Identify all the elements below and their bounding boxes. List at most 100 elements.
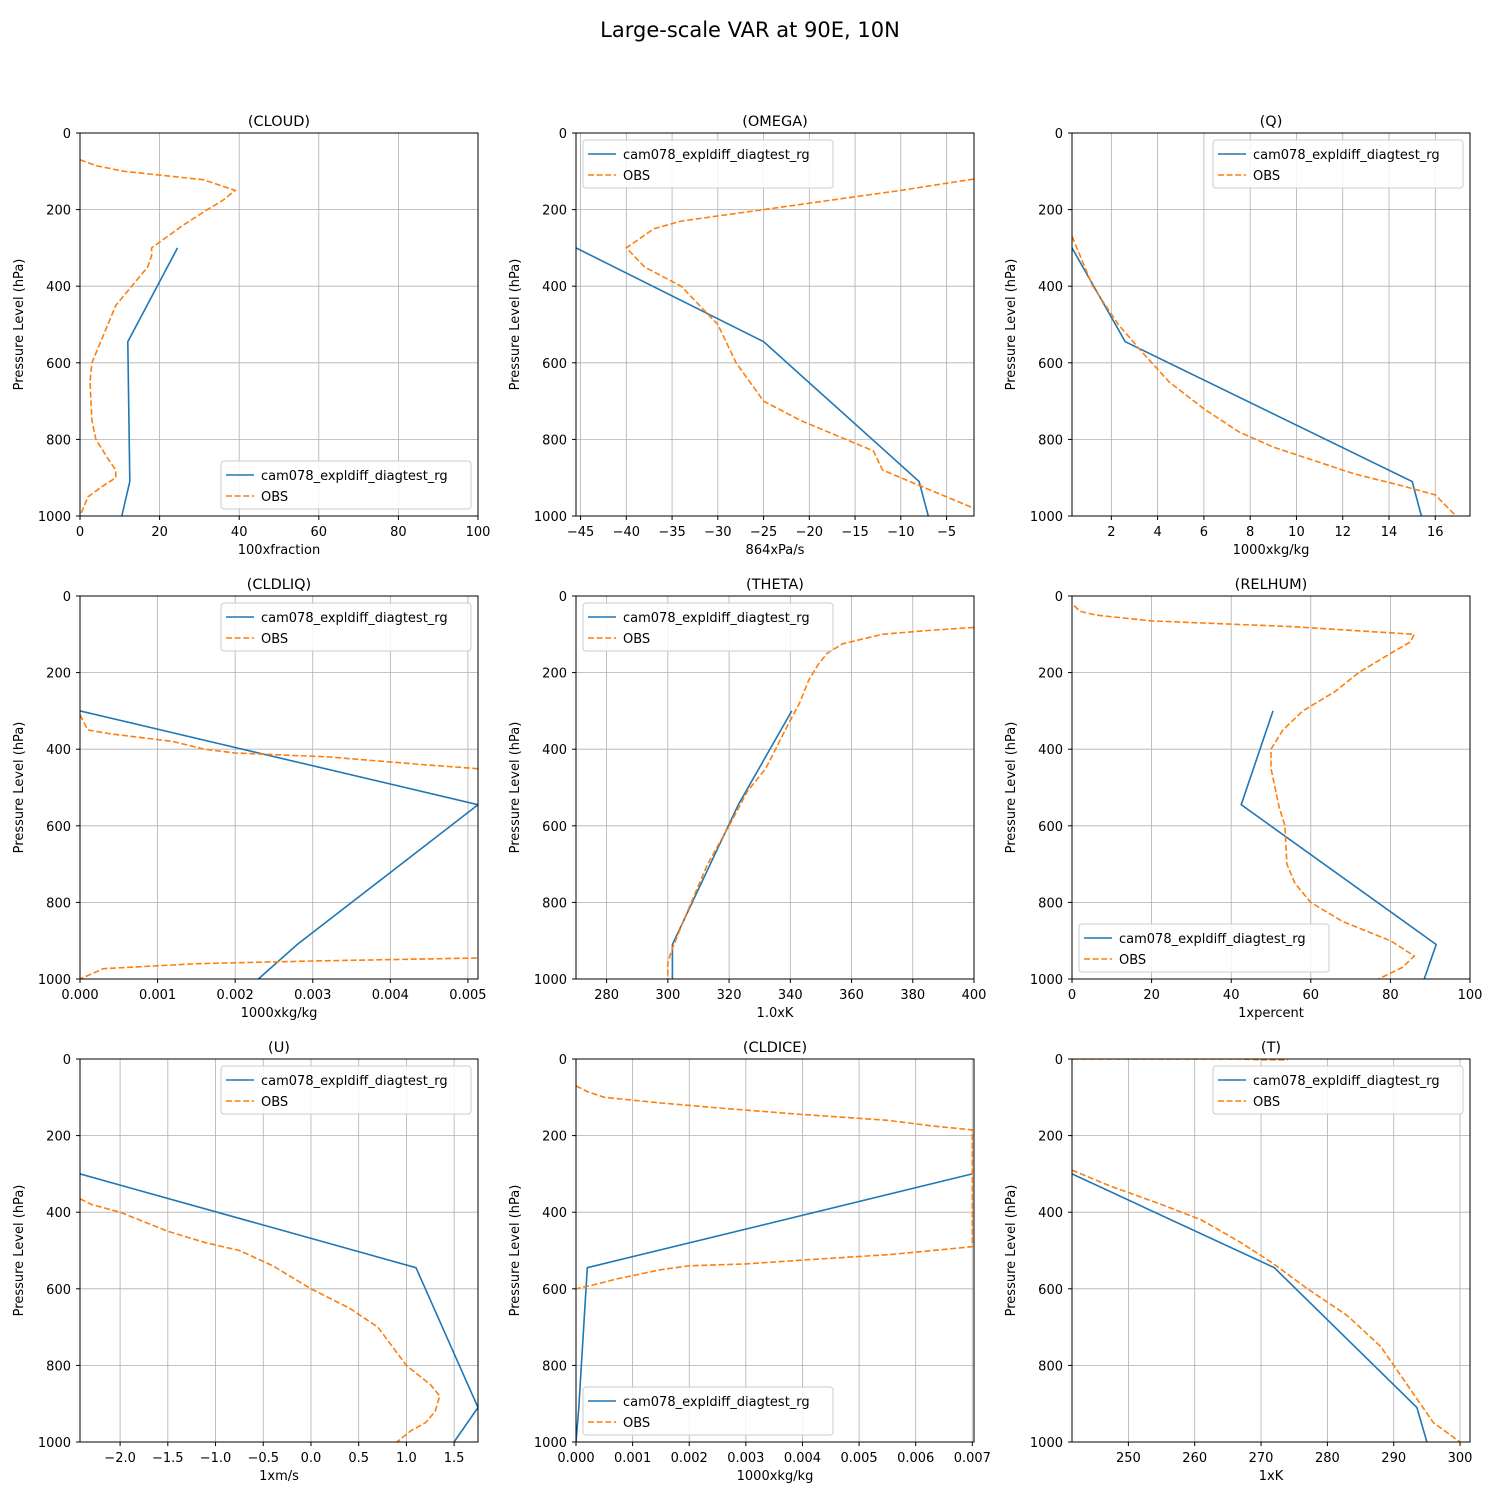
- y-tick-label: 1000: [534, 510, 567, 525]
- legend-label: cam078_expldiff_diagtest_rg: [623, 611, 810, 626]
- y-tick-label: 1000: [1030, 973, 1063, 988]
- x-tick-label: 0.006: [897, 1451, 934, 1466]
- y-axis-label: Pressure Level (hPa): [12, 1185, 27, 1317]
- legend-box: [220, 1065, 472, 1115]
- legend-label: cam078_expldiff_diagtest_rg: [1119, 932, 1306, 947]
- x-tick-label: 0: [76, 525, 84, 540]
- y-tick-label: 400: [542, 743, 567, 758]
- legend-label: cam078_expldiff_diagtest_rg: [1253, 148, 1440, 163]
- x-tick-label: 260: [1182, 1451, 1207, 1466]
- legend-box: [582, 139, 834, 189]
- x-tick-label: −15: [841, 525, 868, 540]
- y-tick-label: 0: [559, 127, 567, 142]
- y-axis-label: Pressure Level (hPa): [1004, 259, 1019, 391]
- model-line: [671, 710, 793, 979]
- y-axis-label: Pressure Level (hPa): [12, 259, 27, 391]
- axes-frame: [575, 132, 975, 517]
- obs-line: [1072, 1059, 1288, 1061]
- y-tick-label: 200: [46, 1130, 71, 1145]
- x-tick-label: −2.0: [104, 1451, 136, 1466]
- x-axis-label: 1000xkg/kg: [737, 1469, 814, 1484]
- y-tick-label: 600: [542, 820, 567, 835]
- chart-panel: 0 20 40 60 80 10002004006008001000(CLOUD)100x…: [12, 114, 490, 558]
- y-tick-label: 600: [46, 357, 71, 372]
- x-tick-label: 80: [390, 525, 407, 540]
- y-tick-label: 800: [542, 896, 567, 911]
- x-tick-label: 280: [594, 988, 619, 1003]
- x-tick-label: 290: [1381, 1451, 1406, 1466]
- y-tick-label: 1000: [534, 1436, 567, 1451]
- legend-label: OBS: [1253, 1095, 1280, 1110]
- x-axis-label: 864xPa/s: [746, 543, 805, 558]
- y-tick-label: 0: [1055, 127, 1063, 142]
- y-tick-label: 200: [542, 667, 567, 682]
- x-tick-label: −25: [750, 525, 777, 540]
- x-tick-label: −40: [613, 525, 640, 540]
- x-tick-label: −30: [704, 525, 731, 540]
- panel-title: (OMEGA): [742, 114, 808, 130]
- axes-frame: [1071, 1058, 1471, 1443]
- model-line: [121, 247, 179, 516]
- legend-box: [1212, 1065, 1464, 1115]
- x-tick-label: −10: [887, 525, 914, 540]
- chart-panel: 0 20 40 60 80 10002004006008001000(RELHUM)1xp…: [1004, 577, 1482, 1021]
- x-tick-label: 40: [1223, 988, 1240, 1003]
- y-tick-label: 0: [559, 590, 567, 605]
- y-tick-label: 600: [1038, 357, 1063, 372]
- x-tick-label: 20: [151, 525, 168, 540]
- axes-frame: [1071, 132, 1471, 517]
- y-tick-label: 1000: [1030, 1436, 1063, 1451]
- panel-title: (U): [268, 1040, 290, 1056]
- y-tick-label: 400: [46, 743, 71, 758]
- legend-label: OBS: [261, 1095, 288, 1110]
- x-tick-label: 60: [311, 525, 328, 540]
- y-tick-label: 1000: [38, 1436, 71, 1451]
- y-tick-label: 600: [46, 1283, 71, 1298]
- legend-label: cam078_expldiff_diagtest_rg: [623, 1395, 810, 1410]
- x-tick-label: 6: [1200, 525, 1208, 540]
- y-tick-label: 600: [1038, 820, 1063, 835]
- x-axis-label: 100xfraction: [238, 543, 320, 558]
- x-tick-label: 0.002: [671, 1451, 708, 1466]
- x-tick-label: −5: [937, 525, 956, 540]
- obs-line: [666, 626, 974, 979]
- x-axis-label: 1000xkg/kg: [241, 1006, 318, 1021]
- y-tick-label: 200: [46, 667, 71, 682]
- x-tick-label: 280: [1315, 1451, 1340, 1466]
- legend-label: OBS: [1253, 169, 1280, 184]
- x-axis-label: 1000xkg/kg: [1233, 543, 1310, 558]
- x-tick-label: 300: [655, 988, 680, 1003]
- y-tick-label: 200: [1038, 667, 1063, 682]
- legend-label: OBS: [1119, 953, 1146, 968]
- panel-title: (CLOUD): [248, 114, 310, 130]
- x-tick-label: 100: [466, 525, 491, 540]
- x-axis-label: 1.0xK: [757, 1006, 794, 1021]
- obs-line: [1072, 1169, 1461, 1442]
- y-tick-label: 1000: [1030, 510, 1063, 525]
- panel-title: (RELHUM): [1235, 577, 1308, 593]
- x-tick-label: −20: [796, 525, 823, 540]
- obs-line: [80, 1198, 441, 1442]
- x-tick-label: 0.003: [727, 1451, 764, 1466]
- axes-frame: [1071, 595, 1471, 980]
- chart-panel: −2.0 −1.5 −1.0 −0.5 0.0 0.5 1.0 1.5 0 200 400 600 80…: [12, 1040, 479, 1484]
- figure-title: Large-scale VAR at 90E, 10N: [600, 18, 900, 42]
- legend: cam078_expldiff_diagtest_rg OBS: [220, 602, 472, 652]
- y-tick-label: 400: [1038, 743, 1063, 758]
- axes-frame: [575, 1058, 975, 1443]
- obs-line: [80, 714, 478, 979]
- legend-box: [1212, 139, 1464, 189]
- y-tick-label: 600: [46, 820, 71, 835]
- x-tick-label: 0.005: [840, 1451, 877, 1466]
- x-tick-label: 0.003: [294, 988, 331, 1003]
- panel-title: (CLDLIQ): [247, 577, 311, 593]
- panel-title: (T): [1261, 1040, 1281, 1056]
- y-tick-label: 800: [46, 896, 71, 911]
- y-tick-label: 800: [1038, 896, 1063, 911]
- x-tick-label: 12: [1334, 525, 1351, 540]
- legend: cam078_expldiff_diagtest_rg OBS: [1078, 923, 1330, 973]
- model-line: [576, 1173, 973, 1442]
- y-tick-label: 400: [542, 1206, 567, 1221]
- x-tick-label: 60: [1303, 988, 1320, 1003]
- y-tick-label: 0: [63, 590, 71, 605]
